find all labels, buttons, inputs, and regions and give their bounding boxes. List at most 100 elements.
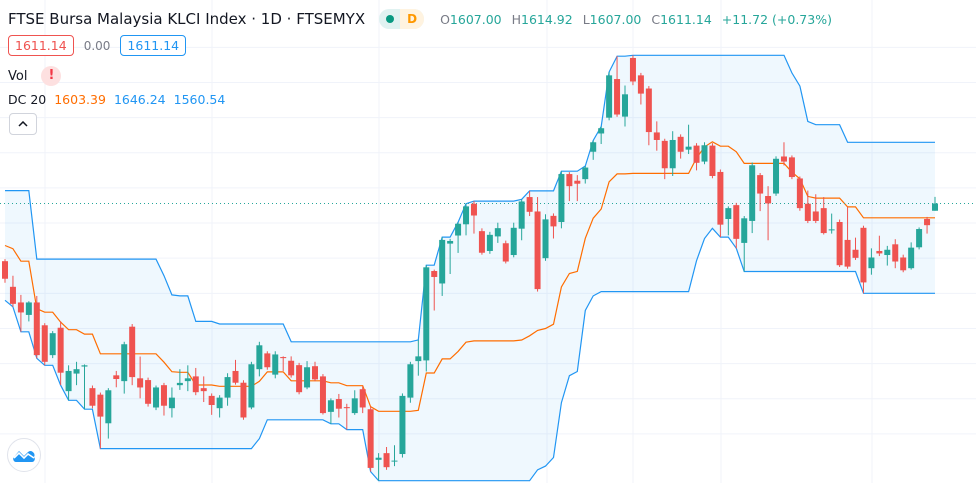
dc-lower-value: 1560.54 <box>173 92 226 107</box>
candle-body <box>812 211 819 221</box>
candle-down <box>240 380 247 420</box>
candle-body <box>637 75 644 94</box>
candle-up <box>407 361 414 403</box>
candle-body <box>534 211 541 290</box>
candle-up <box>81 364 88 410</box>
candle-up <box>518 199 525 241</box>
candle-down <box>812 194 819 224</box>
candle-up <box>184 365 191 392</box>
tradingview-logo-button[interactable] <box>7 438 41 472</box>
candle-up <box>606 72 613 121</box>
candle-body <box>566 174 573 187</box>
candle-up <box>510 222 517 258</box>
candle-body <box>661 140 668 169</box>
buy-price-button[interactable]: 1611.14 <box>120 35 187 56</box>
warning-icon[interactable]: ! <box>41 66 62 86</box>
candle-up <box>868 248 875 275</box>
candle-body <box>796 178 803 209</box>
candle-down <box>765 186 772 241</box>
collapse-legend-button[interactable] <box>9 113 37 135</box>
open-value: 1607.00 <box>449 11 502 27</box>
candle-body <box>17 302 24 313</box>
candle-down <box>192 367 199 396</box>
candle-up <box>168 387 175 418</box>
candle-up <box>73 361 80 386</box>
candle-body <box>582 167 589 180</box>
candle-up <box>932 196 938 211</box>
candle-body <box>232 370 239 383</box>
candle-down <box>470 201 477 234</box>
candle-body <box>81 365 88 367</box>
candle-down <box>89 385 96 409</box>
candle-body <box>717 171 724 225</box>
candle-body <box>804 203 811 221</box>
candle-down <box>788 155 795 180</box>
candle-body <box>860 227 867 283</box>
candle-body <box>391 460 398 462</box>
candle-up <box>725 206 732 236</box>
candle-body <box>542 219 549 259</box>
candle-up <box>256 341 263 377</box>
candle-down <box>852 237 859 260</box>
chart-legend-header: FTSE Bursa Malaysia KLCI Index · 1D · FT… <box>8 9 838 29</box>
donchian-channel <box>0 54 976 482</box>
candle-body <box>335 399 342 409</box>
candle-up <box>224 373 231 406</box>
candle-body <box>614 79 621 115</box>
candle-body <box>248 364 255 408</box>
candle-up <box>884 245 891 266</box>
candle-body <box>9 286 16 304</box>
candle-down <box>550 213 557 239</box>
upper-band-line <box>5 54 935 343</box>
candle-body <box>725 208 732 220</box>
candle-body <box>65 370 72 392</box>
candle-body <box>415 356 422 362</box>
candle-down <box>431 269 438 311</box>
candle-up <box>65 365 72 401</box>
candle-up <box>25 301 32 322</box>
candle-body <box>518 201 525 229</box>
candle-body <box>884 249 891 256</box>
candle-body <box>876 250 883 254</box>
candle-body <box>916 229 923 248</box>
low-label: L <box>582 11 590 27</box>
candle-body <box>502 243 509 262</box>
candle-down <box>288 356 295 378</box>
indicator-name[interactable]: DC 20 <box>8 92 47 107</box>
candle-down <box>924 216 931 234</box>
volume-label[interactable]: Vol <box>8 68 28 84</box>
candle-body <box>486 234 493 251</box>
candle-down <box>629 55 636 86</box>
lower-band-line <box>4 227 935 482</box>
sell-price-button[interactable]: 1611.14 <box>8 35 74 56</box>
candle-body <box>788 157 795 178</box>
candle-down <box>367 406 374 472</box>
candle-body <box>733 205 740 239</box>
candle-up <box>455 222 462 253</box>
candle-down <box>566 172 573 202</box>
symbol-title[interactable]: FTSE Bursa Malaysia KLCI Index · 1D · FT… <box>8 10 366 28</box>
candle-body <box>49 333 56 356</box>
candle-body <box>693 145 700 163</box>
candle-body <box>765 196 772 204</box>
candle-body <box>343 407 350 409</box>
candle-body <box>844 239 851 267</box>
candle-body <box>526 197 533 212</box>
candle-body <box>407 364 414 398</box>
candle-down <box>97 392 104 449</box>
candle-body <box>590 142 597 152</box>
candle-down <box>319 374 326 415</box>
market-status-badge[interactable]: D <box>379 9 425 29</box>
candle-body <box>852 249 859 258</box>
spread-value: 0.00 <box>83 38 111 53</box>
candle-up <box>176 369 183 390</box>
candle-down <box>820 197 827 235</box>
market-open-dot-icon <box>386 15 395 23</box>
candle-up <box>773 156 780 196</box>
candle-down <box>661 138 668 180</box>
candle-body <box>749 165 756 221</box>
candle-down <box>534 197 541 292</box>
candle-body <box>272 354 279 375</box>
candle-body <box>33 302 40 356</box>
